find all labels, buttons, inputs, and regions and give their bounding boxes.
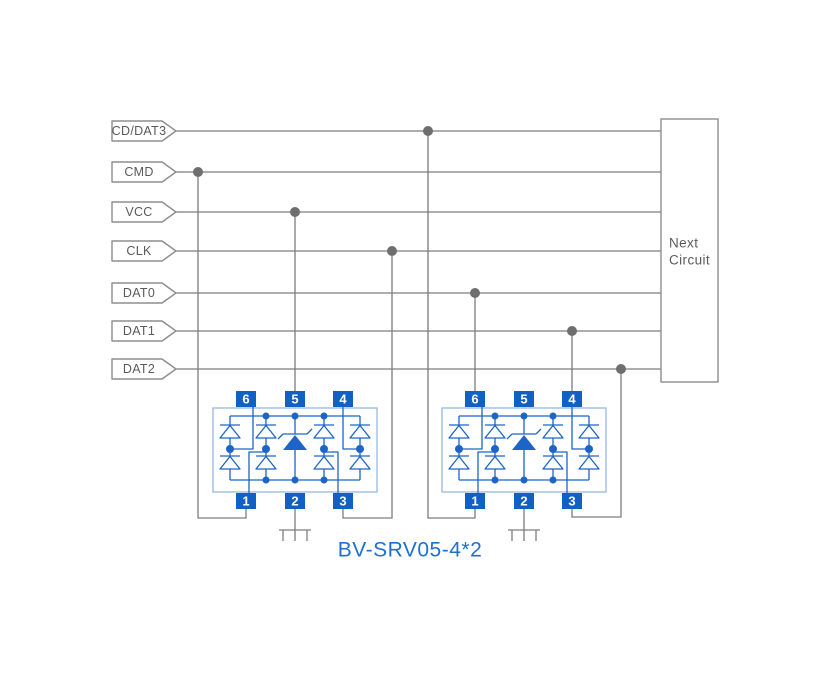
pin-number: 5 xyxy=(520,392,527,407)
junction-dot-vcc xyxy=(290,207,300,217)
junction-dots xyxy=(193,126,626,374)
pin-number: 3 xyxy=(568,494,575,509)
signal-tag-label: DAT0 xyxy=(123,286,155,300)
next-circuit-block: Next Circuit xyxy=(660,118,719,383)
pin-number: 2 xyxy=(291,494,298,509)
signal-tag-label: CMD xyxy=(124,165,153,179)
ground-wires xyxy=(294,509,525,530)
pin-1 xyxy=(236,493,256,509)
junction-dot-cmd xyxy=(193,167,203,177)
signal-tag-clk xyxy=(111,240,177,262)
ground-icon xyxy=(507,529,541,542)
junction-dot-dat0 xyxy=(470,288,480,298)
pin-3 xyxy=(562,493,582,509)
signal-tags: CD/DAT3 CMD VCC CLK DAT0 DAT1 DAT2 xyxy=(111,120,177,380)
pin-5 xyxy=(285,391,305,407)
signal-tag-label: DAT1 xyxy=(123,324,155,338)
next-circuit-label-line1: Next xyxy=(669,236,698,251)
chip-body xyxy=(212,407,378,493)
route-clk-to-pin3 xyxy=(342,251,393,519)
signal-lines xyxy=(176,130,661,370)
signal-tag-vcc xyxy=(111,201,177,223)
signal-tag-label: CD/DAT3 xyxy=(112,124,167,138)
pin-number: 6 xyxy=(471,392,478,407)
pin-2 xyxy=(514,493,534,509)
pin-1 xyxy=(465,493,485,509)
route-dat2-to-pin3 xyxy=(571,369,622,518)
tvs-zener-icon xyxy=(506,415,542,481)
pin-4 xyxy=(562,391,582,407)
signal-tag-cd-dat3 xyxy=(111,120,177,142)
signal-tag-label: DAT2 xyxy=(123,362,155,376)
junction-dot-clk xyxy=(387,246,397,256)
pin-3 xyxy=(333,493,353,509)
chip-body xyxy=(441,407,607,493)
signal-tag-label: CLK xyxy=(126,244,152,258)
next-circuit-label-line2: Circuit xyxy=(669,253,710,268)
next-circuit-box xyxy=(660,118,719,383)
signal-tag-dat2 xyxy=(111,358,177,380)
pin-number: 2 xyxy=(520,494,527,509)
signal-tag-label: VCC xyxy=(125,205,152,219)
pin-6 xyxy=(465,391,485,407)
routing-wires xyxy=(197,131,622,530)
pin-number: 1 xyxy=(471,494,478,509)
signal-tag-dat1 xyxy=(111,320,177,342)
route-cmd-to-pin1 xyxy=(197,172,247,519)
pin-6 xyxy=(236,391,256,407)
junction-dot-dat2 xyxy=(616,364,626,374)
pin-number: 1 xyxy=(242,494,249,509)
pin-number: 5 xyxy=(291,392,298,407)
junction-dot-dat1 xyxy=(567,326,577,336)
part-label: BV-SRV05-4*2 xyxy=(338,539,483,562)
pin-4 xyxy=(333,391,353,407)
tvs-chip-2: 6 5 4 1 2 3 xyxy=(441,391,607,509)
ground-icon xyxy=(278,529,312,542)
tvs-zener-icon xyxy=(277,415,313,481)
pin-2 xyxy=(285,493,305,509)
pin-number: 6 xyxy=(242,392,249,407)
pin-number: 3 xyxy=(339,494,346,509)
chip-pin-wires xyxy=(459,407,589,493)
signal-tag-cmd xyxy=(111,161,177,183)
pin-number: 4 xyxy=(339,392,347,407)
junction-dot-cd-dat3 xyxy=(423,126,433,136)
chip-pin-wires xyxy=(230,407,360,493)
tvs-chip-1: 6 5 4 1 2 3 xyxy=(212,391,378,509)
pin-5 xyxy=(514,391,534,407)
route-cd-dat3-to-pin1 xyxy=(427,131,476,519)
pin-number: 4 xyxy=(568,392,576,407)
signal-tag-dat0 xyxy=(111,282,177,304)
